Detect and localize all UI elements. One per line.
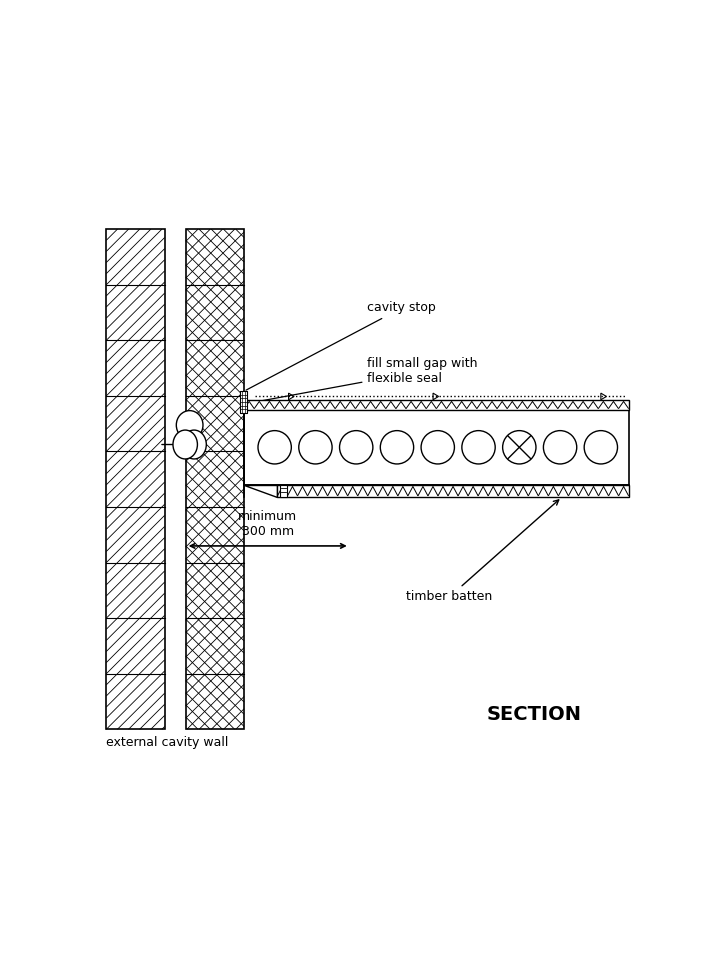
Bar bbox=[239, 392, 247, 413]
Circle shape bbox=[421, 431, 455, 464]
Bar bbox=[106, 229, 165, 730]
Bar bbox=[280, 485, 288, 497]
Circle shape bbox=[462, 431, 495, 464]
Bar bbox=[106, 229, 165, 730]
Circle shape bbox=[258, 431, 291, 464]
Circle shape bbox=[503, 431, 536, 464]
Bar bbox=[277, 485, 629, 497]
Text: minimum
300 mm: minimum 300 mm bbox=[238, 510, 298, 538]
Bar bbox=[244, 399, 629, 410]
Ellipse shape bbox=[176, 411, 203, 440]
Ellipse shape bbox=[182, 430, 206, 459]
Bar bbox=[239, 392, 247, 413]
Bar bbox=[244, 410, 629, 485]
Bar bbox=[186, 229, 244, 730]
Bar bbox=[186, 229, 244, 730]
Circle shape bbox=[584, 431, 617, 464]
Text: timber batten: timber batten bbox=[407, 500, 559, 604]
Text: fill small gap with
flexible seal: fill small gap with flexible seal bbox=[246, 357, 478, 403]
Circle shape bbox=[299, 431, 332, 464]
Polygon shape bbox=[244, 485, 277, 497]
Text: external cavity wall: external cavity wall bbox=[106, 735, 229, 749]
Circle shape bbox=[380, 431, 414, 464]
Circle shape bbox=[543, 431, 576, 464]
Text: SECTION: SECTION bbox=[487, 705, 581, 724]
Text: cavity stop: cavity stop bbox=[246, 301, 436, 390]
Circle shape bbox=[340, 431, 373, 464]
Ellipse shape bbox=[173, 430, 197, 459]
